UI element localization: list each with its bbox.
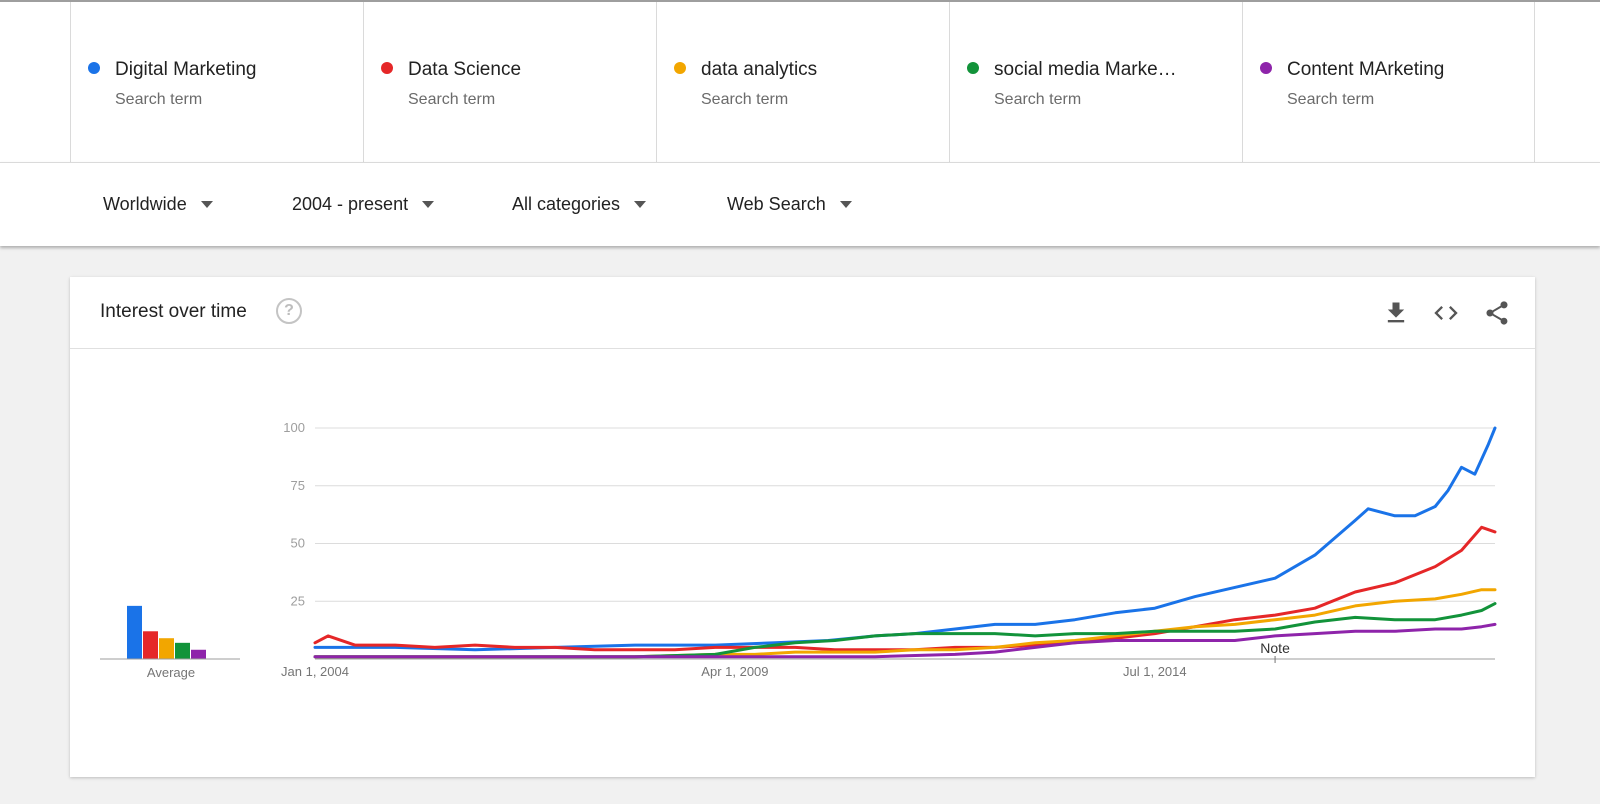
search-term-2[interactable]: Data Science Search term xyxy=(363,2,656,164)
caret-down-icon xyxy=(839,200,852,208)
y-tick-label: 75 xyxy=(291,478,305,493)
region-filter-dropdown[interactable]: Worldwide xyxy=(103,189,213,219)
card-title: Interest over time xyxy=(100,301,247,322)
chart-series-lines xyxy=(313,426,1497,659)
embed-code-icon[interactable] xyxy=(1432,299,1460,327)
card-header: Interest over time ? xyxy=(70,277,1535,349)
average-label: Average xyxy=(147,665,195,680)
category-filter-dropdown[interactable]: All categories xyxy=(512,189,647,219)
average-bars: Average xyxy=(100,605,240,680)
search-term-name: social media Marke… xyxy=(994,59,1177,80)
download-icon[interactable] xyxy=(1382,299,1410,327)
average-bar xyxy=(143,631,158,659)
average-bar xyxy=(191,649,206,659)
search-term-type: Search term xyxy=(994,91,1082,108)
time-range-filter-dropdown[interactable]: 2004 - present xyxy=(292,189,435,219)
search-term-3[interactable]: data analytics Search term xyxy=(656,2,949,164)
chart-gridlines: 100 75 50 25 xyxy=(283,420,1495,608)
search-term-type: Search term xyxy=(1287,91,1375,108)
series-color-dot xyxy=(1260,62,1272,74)
note-label[interactable]: Note xyxy=(1260,640,1290,656)
search-term-4[interactable]: social media Marke… Search term xyxy=(949,2,1242,164)
time-range-filter-label: 2004 - present xyxy=(292,193,409,214)
search-term-name: data analytics xyxy=(701,59,818,80)
average-bar xyxy=(159,638,174,659)
y-tick-label: 25 xyxy=(291,593,305,608)
y-tick-label: 100 xyxy=(283,420,305,435)
search-term-type: Search term xyxy=(701,91,789,108)
x-tick-label: Apr 1, 2009 xyxy=(701,664,768,679)
y-tick-label: 50 xyxy=(291,536,305,551)
caret-down-icon xyxy=(422,200,435,208)
region-filter-label: Worldwide xyxy=(103,193,187,214)
x-tick-label: Jul 1, 2014 xyxy=(1123,664,1187,679)
share-icon[interactable] xyxy=(1483,299,1511,327)
search-term-5[interactable]: Content MArketing Search term xyxy=(1242,2,1535,164)
search-type-filter-label: Web Search xyxy=(727,193,826,214)
series-line-content-marketing[interactable] xyxy=(313,622,1497,659)
search-term-name: Digital Marketing xyxy=(115,59,257,80)
series-color-dot xyxy=(381,62,393,74)
series-color-dot xyxy=(967,62,979,74)
filters-bar: Worldwide 2004 - present All categories … xyxy=(0,162,1600,246)
series-color-dot xyxy=(88,62,100,74)
interest-over-time-chart: Average 100 75 50 25 Jan 1, 2004 Apr 1, 2009… xyxy=(100,420,1497,680)
series-line-data-science[interactable] xyxy=(313,525,1497,652)
caret-down-icon xyxy=(200,200,213,208)
help-icon[interactable]: ? xyxy=(276,298,302,324)
search-term-name: Data Science xyxy=(408,59,522,80)
search-term-1[interactable]: Digital Marketing Search term xyxy=(70,2,363,164)
average-bar xyxy=(175,642,190,659)
search-term-type: Search term xyxy=(115,91,203,108)
caret-down-icon xyxy=(634,200,647,208)
series-color-dot xyxy=(674,62,686,74)
search-type-filter-dropdown[interactable]: Web Search xyxy=(727,189,852,219)
chart-x-axis: Jan 1, 2004 Apr 1, 2009 Jul 1, 2014 Note xyxy=(281,640,1495,679)
search-terms-bar: Digital Marketing Search term Data Scien… xyxy=(0,0,1600,164)
average-bar xyxy=(127,605,142,659)
series-line-digital-marketing[interactable] xyxy=(313,426,1497,652)
search-term-name: Content MArketing xyxy=(1287,59,1445,80)
category-filter-label: All categories xyxy=(512,193,621,214)
interest-over-time-card: Interest over time ? Average 100 75 50 25 J… xyxy=(70,277,1535,777)
search-term-type: Search term xyxy=(408,91,496,108)
x-tick-label: Jan 1, 2004 xyxy=(281,664,349,679)
